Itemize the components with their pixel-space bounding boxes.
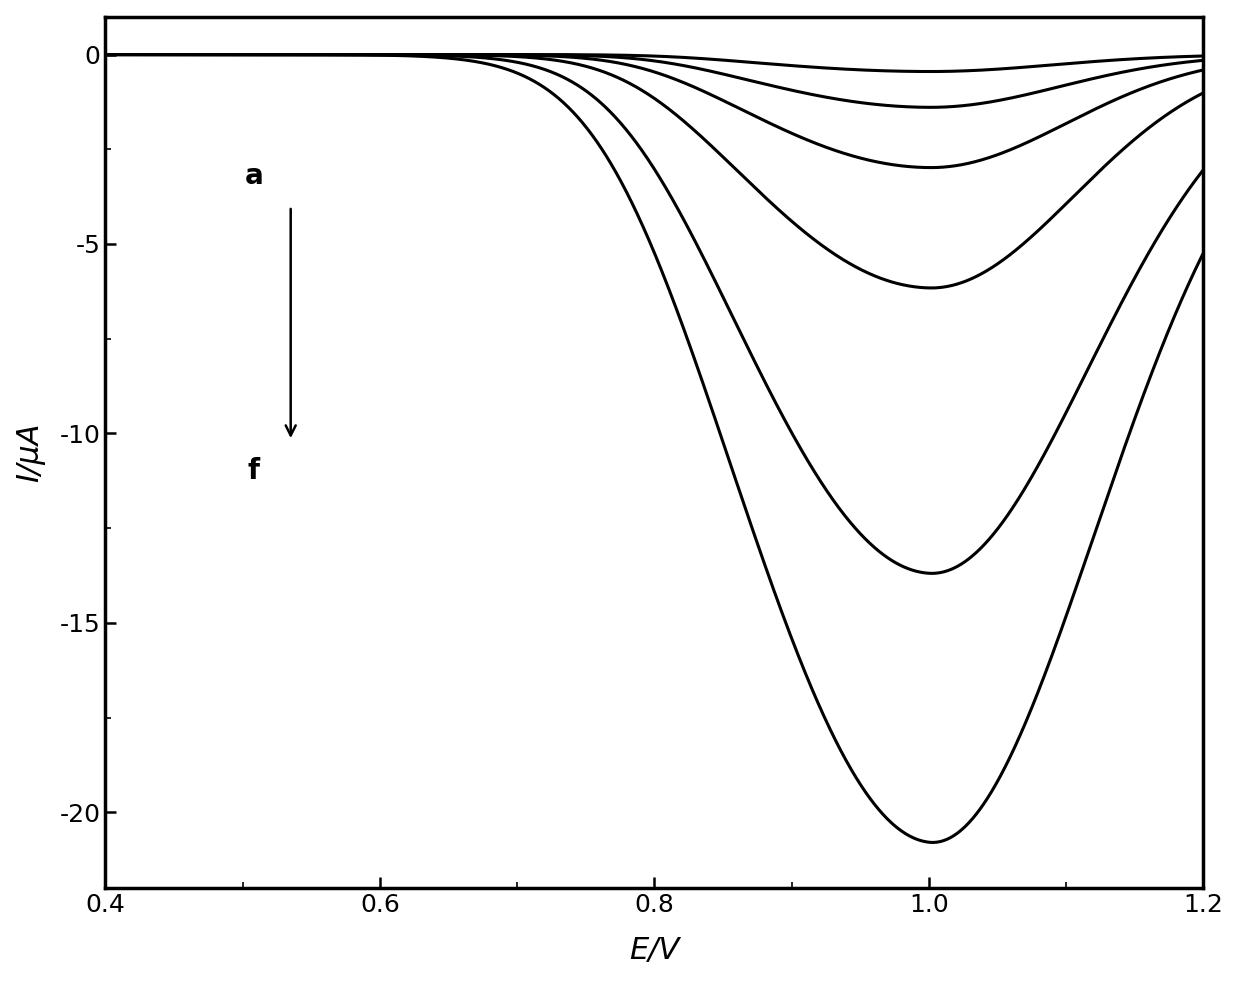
Text: f: f [248,458,259,485]
Y-axis label: I/μA: I/μA [16,422,46,482]
Text: a: a [244,162,263,190]
X-axis label: E/V: E/V [629,936,680,965]
